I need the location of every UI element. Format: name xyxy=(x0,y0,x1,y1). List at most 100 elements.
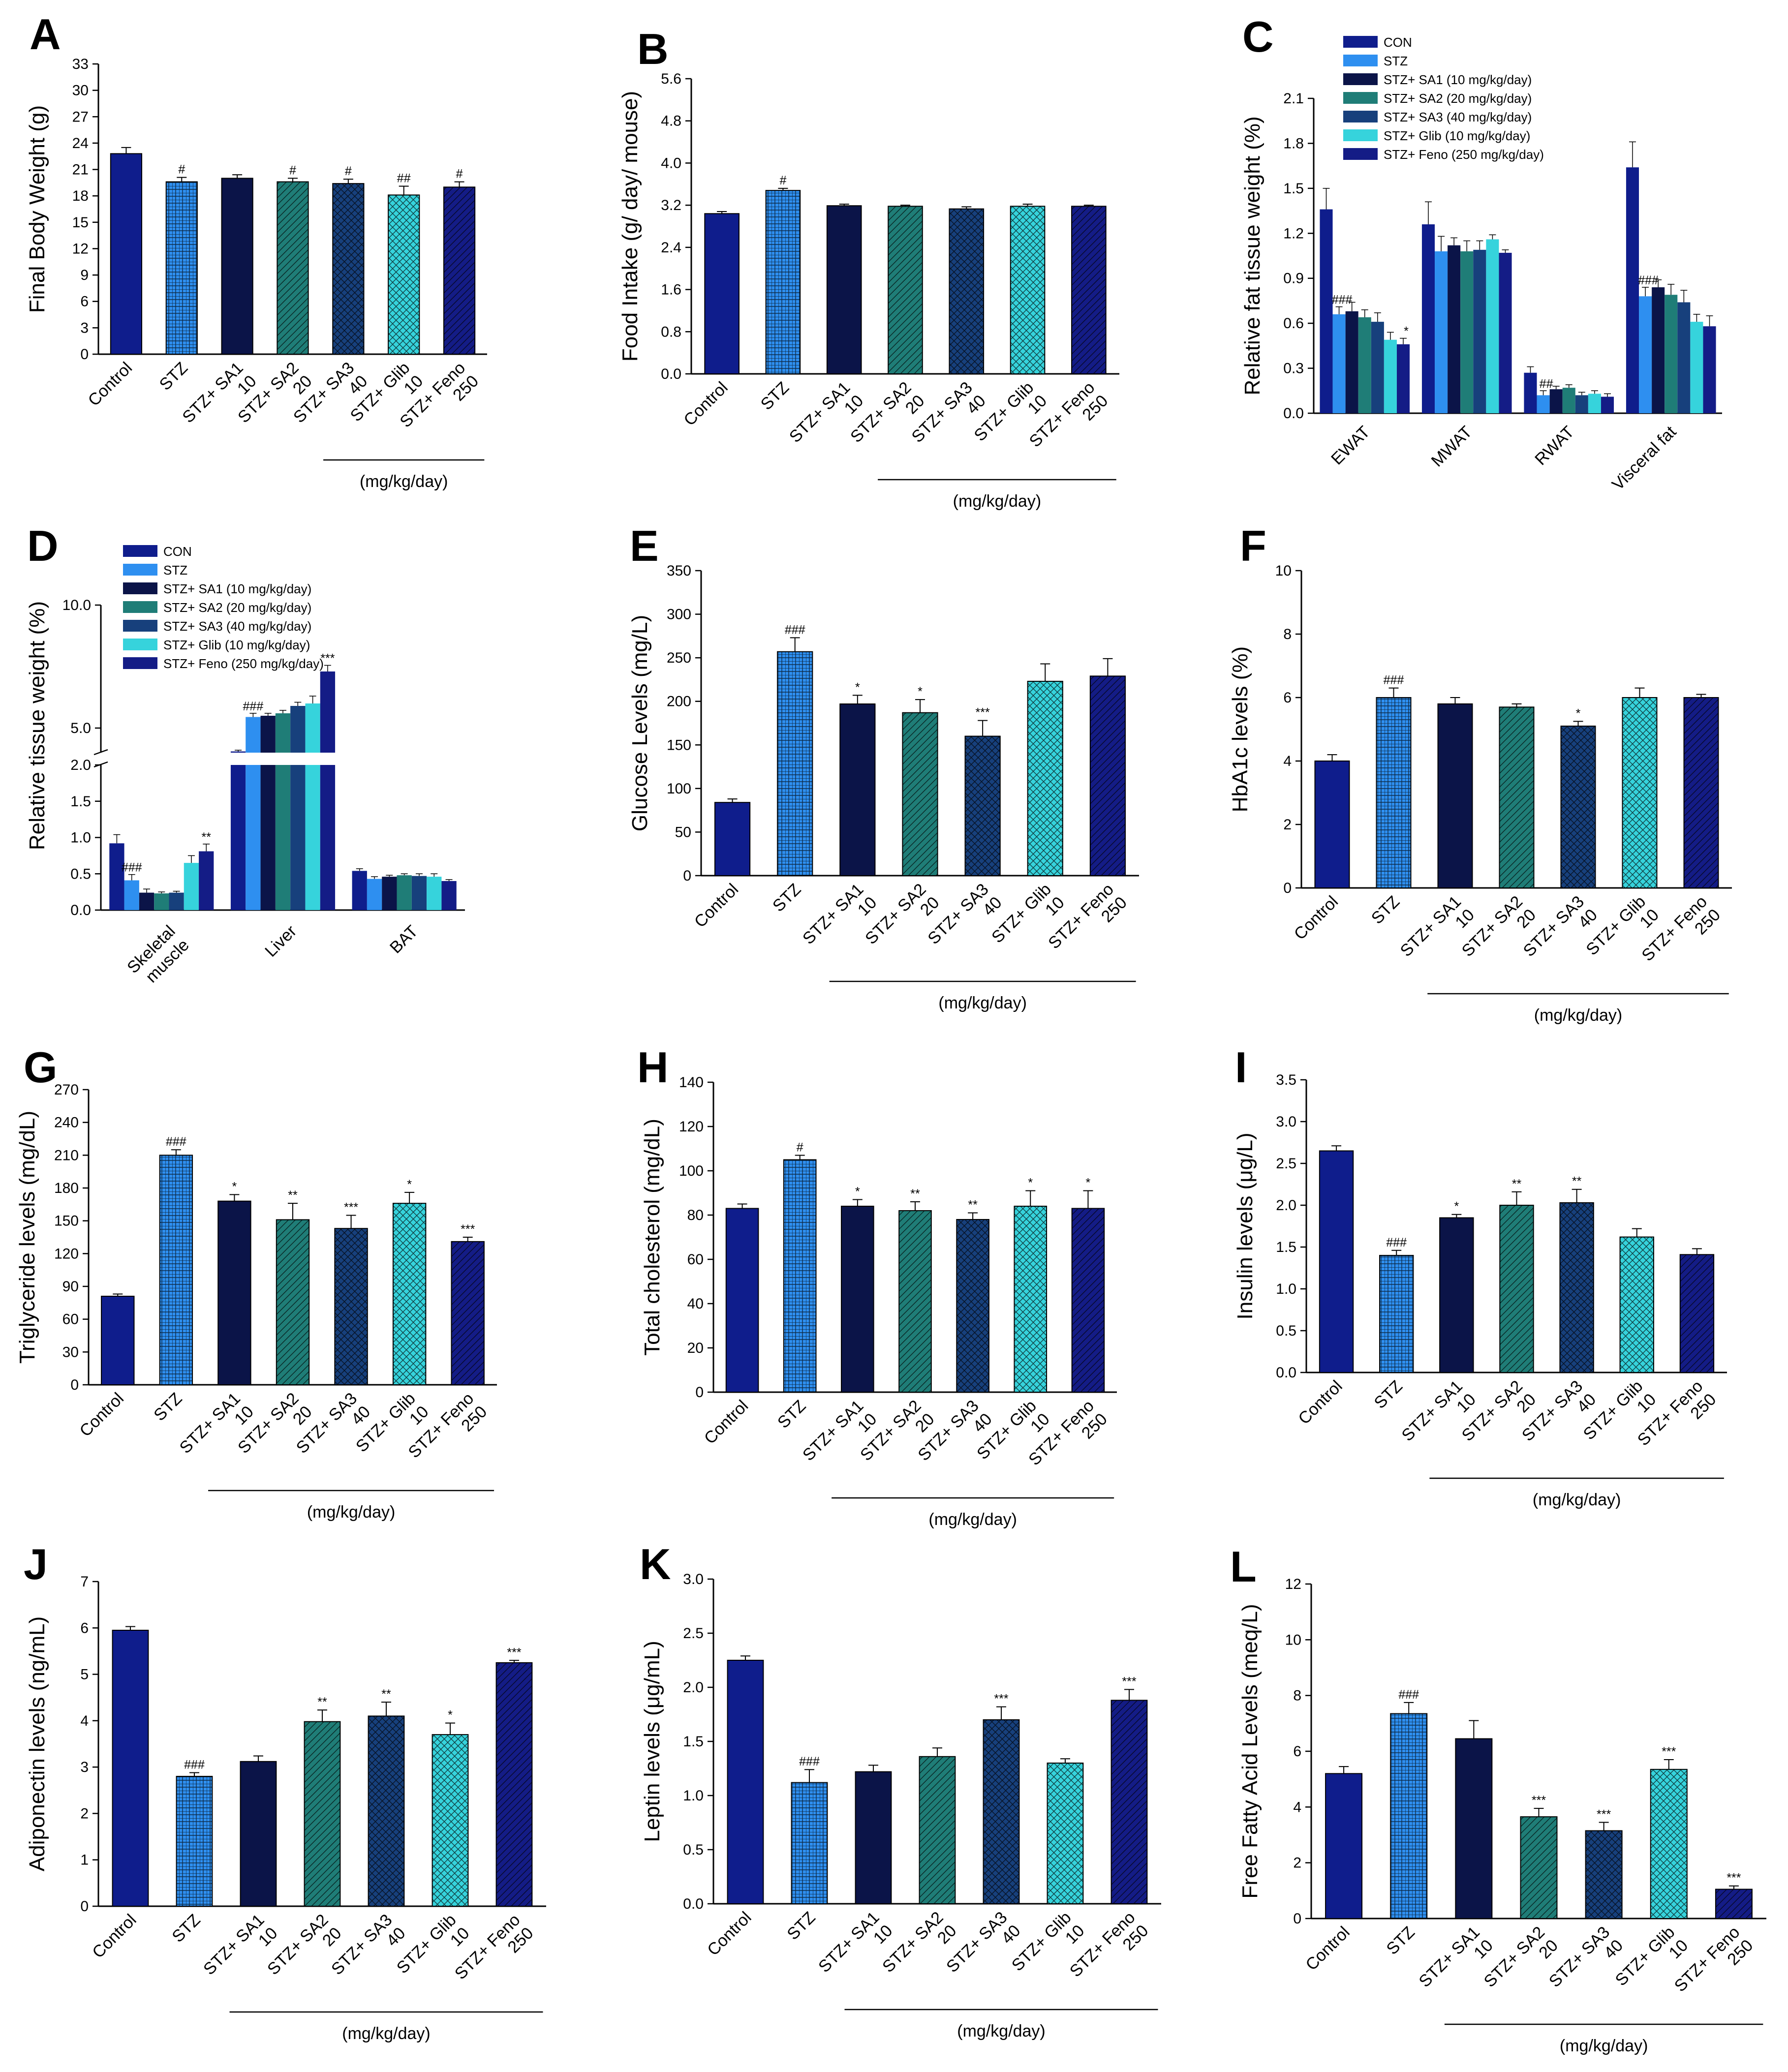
y-tick-label: 250 xyxy=(667,650,691,666)
y-tick-label: 1.0 xyxy=(683,1788,704,1804)
y-axis-label: Adiponectin levels (ng/mL) xyxy=(25,1616,49,1871)
panel-label: A xyxy=(30,10,61,59)
category-label-line: STZ+ Glib xyxy=(393,1911,460,1978)
y-axis-label: Relative fat tissue weight (%) xyxy=(1240,116,1264,395)
category-label: STZ xyxy=(1368,892,1403,928)
y-tick-label: 12 xyxy=(72,241,89,257)
significance-mark: ### xyxy=(1332,293,1353,307)
legend-label: STZ+ SA2 (20 mg/kg/day) xyxy=(163,600,311,615)
bar-CON xyxy=(110,153,143,355)
panel-label: I xyxy=(1235,1043,1247,1092)
y-tick-label: 2.0 xyxy=(683,1679,704,1696)
bar-Feno xyxy=(1601,396,1614,413)
y-tick-label: 9 xyxy=(80,267,89,283)
dose-unit-label: (mg/kg/day) xyxy=(1533,1491,1621,1509)
bar-CON xyxy=(1319,1150,1354,1373)
bar-STZ xyxy=(176,1776,213,1907)
bar-SA1 xyxy=(1549,389,1563,413)
significance-mark: ** xyxy=(381,1687,391,1701)
y-tick-label: 180 xyxy=(54,1180,79,1196)
bar-SA2 xyxy=(1665,295,1678,413)
bar-STZ xyxy=(791,1782,828,1905)
y-tick-label: 4 xyxy=(80,1713,89,1729)
y-tick-label: 0.0 xyxy=(661,366,681,382)
significance-mark: ** xyxy=(202,830,212,844)
category-label-line: STZ+ SA3 xyxy=(943,1908,1011,1976)
y-axis-label: Triglyceride levels (mg/dL) xyxy=(15,1111,39,1364)
category-label-line: STZ+ SA1 xyxy=(799,880,867,948)
panel-D: D 5.0 10.0 0.0 0.5 1.0 1.5 2.0 Relative tissue w… xyxy=(25,521,465,986)
category-label-line: Control xyxy=(1302,1923,1353,1974)
y-tick-label: 3 xyxy=(80,1759,89,1775)
category-label: STZ+ SA340 xyxy=(328,1911,409,1992)
category-label-line: STZ+ Glib xyxy=(1612,1923,1679,1990)
category-label: Control xyxy=(1302,1923,1353,1974)
panel-label: E xyxy=(630,521,659,570)
legend-label: CON xyxy=(163,544,192,559)
significance-mark: ** xyxy=(317,1695,327,1709)
bar-SA1 xyxy=(826,205,862,374)
y-tick-label: 6 xyxy=(1293,1743,1301,1760)
category-label-line: Control xyxy=(701,1397,752,1448)
panel-label: G xyxy=(24,1043,57,1092)
y-tick-label: 0 xyxy=(70,1377,79,1393)
significance-mark: ** xyxy=(968,1198,978,1212)
category-label: STZ+ Feno250 xyxy=(1066,1908,1152,1994)
bar-SA1 xyxy=(221,178,253,355)
bar-SA2 xyxy=(898,1210,932,1393)
category-label-line: Control xyxy=(691,880,742,931)
y-tick-label: 10 xyxy=(1285,1632,1301,1648)
y-tick-label: 140 xyxy=(679,1074,704,1091)
y-tick-label: 2.5 xyxy=(683,1625,704,1642)
y-tick-label: 3.0 xyxy=(1276,1114,1296,1130)
category-label-line: STZ xyxy=(150,1389,185,1425)
y-tick-label: 0.5 xyxy=(70,866,91,882)
bar-SA3 xyxy=(1575,395,1588,413)
significance-mark: ## xyxy=(1540,377,1553,391)
bar-SA1 xyxy=(139,892,154,910)
y-tick-label: 60 xyxy=(687,1251,704,1268)
category-label-line: STZ xyxy=(156,359,191,394)
category-label: STZ+ SA110 xyxy=(176,1389,257,1470)
panel-label: D xyxy=(27,521,59,570)
category-label-line: STZ xyxy=(1383,1923,1418,1958)
category-label: STZ+ SA220 xyxy=(879,1908,960,1989)
bar-SA3 xyxy=(949,208,985,374)
category-label-line: STZ xyxy=(774,1397,809,1432)
bar-Glib xyxy=(1622,697,1658,888)
legend-label: STZ+ Feno (250 mg/kg/day) xyxy=(1384,147,1544,162)
bar-SA1-lower xyxy=(260,765,276,910)
y-tick-label: 6 xyxy=(80,1620,89,1636)
category-label: STZ+ SA220 xyxy=(857,1397,938,1478)
bar-CON-upper xyxy=(230,751,246,753)
significance-mark: # xyxy=(345,164,352,178)
bar-CON xyxy=(1314,761,1350,888)
y-axis-label: Free Fatty Acid Levels (meq/L) xyxy=(1238,1604,1262,1898)
category-label: STZ xyxy=(156,359,191,394)
bar-Feno xyxy=(199,851,214,910)
bar-Feno xyxy=(1499,252,1512,413)
bar-Glib xyxy=(1486,239,1499,413)
bar-SA2 xyxy=(1562,388,1575,413)
category-label: STZ xyxy=(168,1911,204,1946)
category-label-line: STZ+ SA1 xyxy=(200,1911,268,1979)
bar-Feno xyxy=(1703,326,1716,413)
category-label-line: STZ xyxy=(1368,892,1403,928)
bar-SA2 xyxy=(919,1756,956,1905)
y-tick-label: 0 xyxy=(683,868,691,884)
y-tick-label: 0.8 xyxy=(661,324,681,340)
bar-CON xyxy=(714,802,751,876)
bar-SA2 xyxy=(277,181,309,355)
bar-Glib xyxy=(388,194,420,355)
y-tick-label: 0.5 xyxy=(1276,1323,1296,1339)
bar-SA2 xyxy=(1499,1205,1534,1373)
category-label: STZ+ Feno250 xyxy=(1638,892,1724,978)
y-axis-label: Food Intake (g/ day/ mouse) xyxy=(618,91,642,362)
y-tick-label: 90 xyxy=(62,1279,79,1295)
category-label-line: STZ xyxy=(168,1911,204,1946)
legend-label: STZ+ SA1 (10 mg/kg/day) xyxy=(163,581,311,596)
bar-SA1 xyxy=(217,1200,251,1386)
bar-CON xyxy=(112,1630,149,1907)
category-label: BAT xyxy=(386,922,422,957)
bar-SA1 xyxy=(1345,311,1358,413)
